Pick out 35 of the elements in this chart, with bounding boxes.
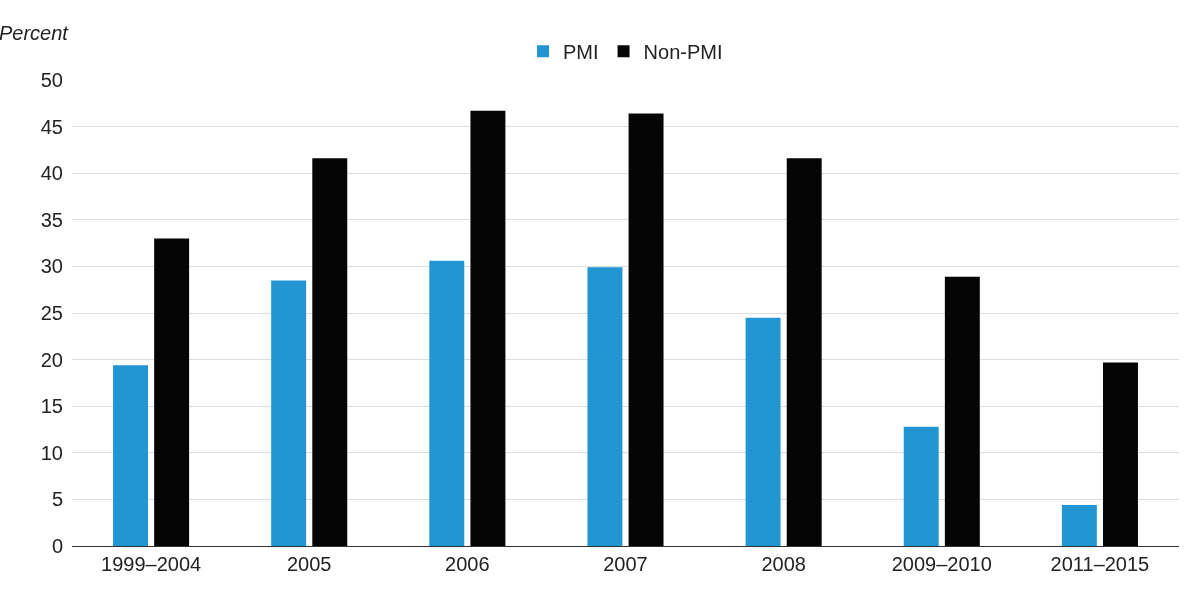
bar	[154, 238, 190, 546]
y-tick-label: 50	[40, 69, 63, 91]
y-axis-title: Percent	[0, 22, 70, 44]
bar	[628, 113, 664, 546]
bar	[944, 276, 980, 546]
y-tick-label: 25	[40, 302, 63, 324]
bar	[587, 267, 623, 546]
y-tick-label: 15	[40, 395, 63, 418]
y-tick-label: 35	[40, 208, 63, 231]
legend-label: PMI	[563, 40, 599, 63]
legend-label: Non-PMI	[643, 40, 723, 63]
x-tick-label: 1999–2004	[101, 553, 202, 575]
x-tick-label: 2005	[286, 553, 332, 575]
y-tick-label: 0	[51, 535, 63, 557]
bar	[271, 280, 307, 546]
y-tick-label: 45	[40, 115, 63, 138]
bar	[312, 158, 348, 546]
y-tick-label: 5	[51, 488, 63, 511]
x-tick-label: 2009–2010	[891, 553, 992, 575]
bar	[1103, 362, 1138, 546]
y-tick-label: 10	[40, 441, 63, 464]
bar	[113, 365, 148, 546]
bar	[903, 426, 939, 546]
bar	[1061, 504, 1097, 546]
y-tick-label: 20	[40, 348, 63, 371]
bar	[745, 317, 781, 546]
y-tick-label: 40	[40, 162, 63, 185]
bar	[429, 260, 465, 546]
y-tick-label: 30	[40, 255, 63, 278]
x-tick-label: 2006	[445, 553, 490, 575]
bar	[470, 110, 506, 546]
x-tick-label: 2011–2015	[1050, 553, 1150, 575]
bar	[786, 158, 822, 546]
x-tick-label: 2008	[761, 553, 806, 575]
x-tick-label: 2007	[603, 553, 648, 575]
